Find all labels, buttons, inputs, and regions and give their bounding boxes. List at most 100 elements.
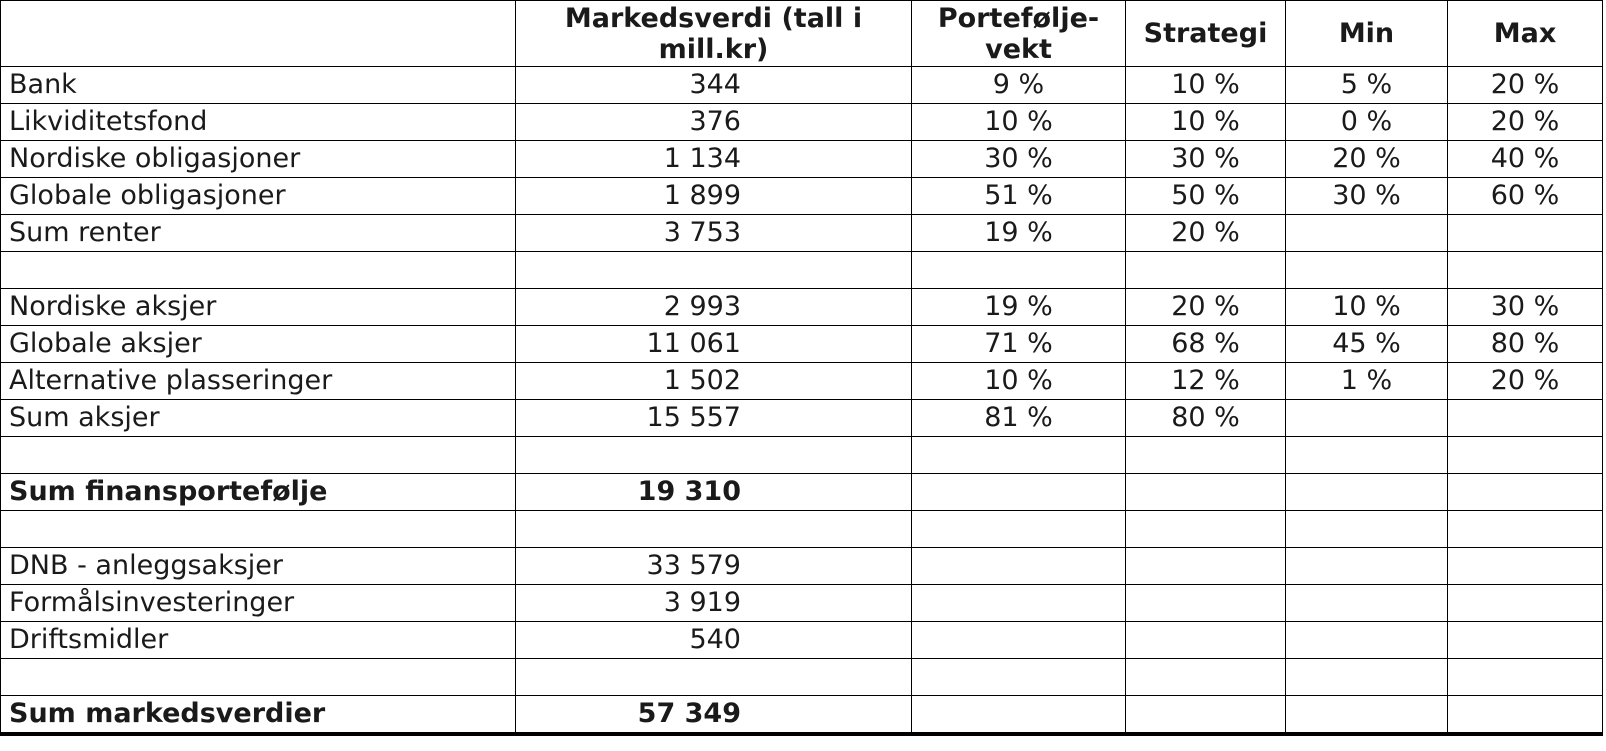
cell-portefoljevekt	[911, 695, 1126, 736]
table-row-empty	[0, 436, 1603, 474]
cell-max	[1447, 584, 1603, 622]
cell-portefoljevekt	[911, 473, 1126, 511]
cell-strategi	[1125, 473, 1286, 511]
cell-label: DNB - anleggsaksjer	[0, 547, 516, 585]
column-header-label	[0, 0, 516, 67]
cell-min	[1285, 251, 1448, 289]
table-row: Sum markedsverdier 57 349	[0, 695, 1603, 736]
cell-strategi: 10 %	[1125, 103, 1286, 141]
cell-markedsverdi: 3 919	[515, 584, 912, 622]
cell-markedsverdi: 540	[515, 621, 912, 659]
cell-label	[0, 510, 516, 548]
cell-strategi	[1125, 584, 1286, 622]
column-header-max: Max	[1447, 0, 1603, 67]
table-body: Bank 344 9 % 10 % 5 % 20 % Likviditetsfond 376 1…	[0, 66, 1603, 736]
cell-min	[1285, 658, 1448, 696]
cell-label: Sum finansportefølje	[0, 473, 516, 511]
cell-max: 20 %	[1447, 362, 1603, 400]
table-row: Alternative plasseringer 1 502 10 % 12 % 1 %…	[0, 362, 1603, 400]
table-row: Globale obligasjoner 1 899 51 % 50 % 30 % 60 …	[0, 177, 1603, 215]
cell-max: 80 %	[1447, 325, 1603, 363]
cell-max: 60 %	[1447, 177, 1603, 215]
cell-portefoljevekt: 19 %	[911, 214, 1126, 252]
table-row: DNB - anleggsaksjer 33 579	[0, 547, 1603, 585]
table-row: Nordiske obligasjoner 1 134 30 % 30 % 20 % 40…	[0, 140, 1603, 178]
cell-min: 10 %	[1285, 288, 1448, 326]
cell-strategi: 50 %	[1125, 177, 1286, 215]
column-header-strategi: Strategi	[1125, 0, 1286, 67]
cell-markedsverdi: 1 899	[515, 177, 912, 215]
column-header-min: Min	[1285, 0, 1448, 67]
cell-portefoljevekt	[911, 658, 1126, 696]
table-row: Nordiske aksjer 2 993 19 % 20 % 10 % 30 %	[0, 288, 1603, 326]
cell-min: 30 %	[1285, 177, 1448, 215]
cell-markedsverdi: 1 134	[515, 140, 912, 178]
cell-max	[1447, 399, 1603, 437]
cell-markedsverdi: 57 349	[515, 695, 912, 736]
cell-strategi: 80 %	[1125, 399, 1286, 437]
table-row-empty	[0, 658, 1603, 696]
cell-min	[1285, 695, 1448, 736]
cell-markedsverdi	[515, 251, 912, 289]
cell-max: 20 %	[1447, 103, 1603, 141]
cell-strategi: 12 %	[1125, 362, 1286, 400]
cell-markedsverdi: 344	[515, 66, 912, 104]
cell-min: 1 %	[1285, 362, 1448, 400]
cell-min: 5 %	[1285, 66, 1448, 104]
cell-portefoljevekt: 30 %	[911, 140, 1126, 178]
cell-strategi: 20 %	[1125, 214, 1286, 252]
table-row: Sum finansportefølje 19 310	[0, 473, 1603, 511]
cell-min	[1285, 214, 1448, 252]
cell-portefoljevekt	[911, 621, 1126, 659]
cell-portefoljevekt: 19 %	[911, 288, 1126, 326]
cell-strategi	[1125, 695, 1286, 736]
cell-markedsverdi: 11 061	[515, 325, 912, 363]
table-row-empty	[0, 251, 1603, 289]
cell-markedsverdi: 376	[515, 103, 912, 141]
cell-label: Alternative plasseringer	[0, 362, 516, 400]
cell-label: Nordiske aksjer	[0, 288, 516, 326]
cell-max	[1447, 658, 1603, 696]
cell-strategi: 68 %	[1125, 325, 1286, 363]
cell-portefoljevekt	[911, 510, 1126, 548]
cell-min: 20 %	[1285, 140, 1448, 178]
cell-label: Driftsmidler	[0, 621, 516, 659]
cell-label: Bank	[0, 66, 516, 104]
cell-strategi	[1125, 510, 1286, 548]
cell-min: 0 %	[1285, 103, 1448, 141]
cell-strategi	[1125, 658, 1286, 696]
table-row: Bank 344 9 % 10 % 5 % 20 %	[0, 66, 1603, 104]
cell-label: Formålsinvesteringer	[0, 584, 516, 622]
cell-markedsverdi	[515, 658, 912, 696]
cell-label: Globale aksjer	[0, 325, 516, 363]
cell-markedsverdi	[515, 436, 912, 474]
column-header-markedsverdi: Markedsverdi (tall i mill.kr)	[515, 0, 912, 67]
cell-max	[1447, 473, 1603, 511]
cell-portefoljevekt	[911, 547, 1126, 585]
cell-portefoljevekt	[911, 251, 1126, 289]
cell-label: Sum markedsverdier	[0, 695, 516, 736]
cell-max: 20 %	[1447, 66, 1603, 104]
cell-portefoljevekt: 9 %	[911, 66, 1126, 104]
cell-min	[1285, 436, 1448, 474]
table-row: Globale aksjer 11 061 71 % 68 % 45 % 80 %	[0, 325, 1603, 363]
table-row-empty	[0, 510, 1603, 548]
cell-min	[1285, 621, 1448, 659]
table-row: Sum aksjer 15 557 81 % 80 %	[0, 399, 1603, 437]
cell-min	[1285, 473, 1448, 511]
cell-max	[1447, 436, 1603, 474]
cell-min	[1285, 399, 1448, 437]
column-header-portefoljevekt: Portefølje-vekt	[911, 0, 1126, 67]
cell-strategi: 30 %	[1125, 140, 1286, 178]
cell-portefoljevekt: 51 %	[911, 177, 1126, 215]
table-row: Formålsinvesteringer 3 919	[0, 584, 1603, 622]
cell-portefoljevekt: 81 %	[911, 399, 1126, 437]
cell-markedsverdi: 33 579	[515, 547, 912, 585]
cell-label: Globale obligasjoner	[0, 177, 516, 215]
cell-max	[1447, 510, 1603, 548]
cell-max	[1447, 621, 1603, 659]
cell-portefoljevekt	[911, 584, 1126, 622]
cell-label: Nordiske obligasjoner	[0, 140, 516, 178]
cell-strategi: 20 %	[1125, 288, 1286, 326]
cell-portefoljevekt	[911, 436, 1126, 474]
